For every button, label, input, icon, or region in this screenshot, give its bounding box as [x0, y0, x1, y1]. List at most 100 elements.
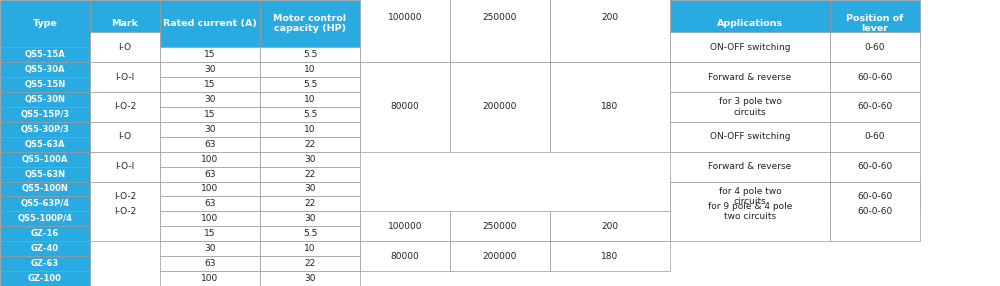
Text: I-O-2: I-O-2	[114, 102, 136, 111]
Bar	[360, 0, 450, 47]
Text: Position of
lever: Position of lever	[846, 14, 904, 33]
Bar	[0, 92, 90, 107]
Text: Applications: Applications	[717, 19, 783, 28]
Text: for 9 pole & 4 pole
two circuits: for 9 pole & 4 pole two circuits	[708, 202, 792, 221]
Bar	[260, 211, 360, 226]
Bar	[670, 0, 830, 47]
Text: 63: 63	[204, 140, 216, 149]
Text: 200: 200	[601, 222, 619, 231]
Text: Type: Type	[33, 19, 57, 28]
Text: 63: 63	[204, 199, 216, 208]
Bar	[670, 182, 830, 211]
Text: 100: 100	[201, 214, 219, 223]
Bar	[90, 152, 160, 182]
Bar	[160, 0, 260, 47]
Bar	[550, 0, 670, 47]
Text: 30: 30	[204, 65, 216, 74]
Text: 80000: 80000	[391, 102, 419, 111]
Text: I-O-I: I-O-I	[115, 73, 135, 82]
Bar	[550, 241, 670, 271]
Text: 200: 200	[601, 13, 619, 22]
Bar	[450, 62, 550, 152]
Text: QS5-15N: QS5-15N	[24, 80, 66, 89]
Bar	[450, 211, 550, 241]
Text: 80000: 80000	[391, 252, 419, 261]
Bar	[830, 32, 920, 62]
Bar	[0, 182, 90, 196]
Text: 30: 30	[204, 244, 216, 253]
Bar	[260, 122, 360, 137]
Text: 30: 30	[304, 155, 316, 164]
Bar	[0, 107, 90, 122]
Text: Motor control
capacity (HP): Motor control capacity (HP)	[273, 14, 347, 33]
Text: 60-0-60: 60-0-60	[857, 207, 893, 216]
Text: Frequency of
operation (per hr): Frequency of operation (per hr)	[562, 14, 658, 33]
Bar	[90, 182, 160, 211]
Bar	[830, 62, 920, 92]
Text: 100: 100	[201, 274, 219, 283]
Bar	[550, 62, 670, 152]
Text: for 4 pole two
circuits: for 4 pole two circuits	[719, 187, 781, 206]
Bar	[160, 271, 260, 286]
Bar	[160, 182, 260, 196]
Text: 0-60: 0-60	[865, 132, 885, 141]
Text: 15: 15	[204, 50, 216, 59]
Text: QS5-15A: QS5-15A	[25, 50, 65, 59]
Bar	[260, 107, 360, 122]
Text: GZ-40: GZ-40	[31, 244, 59, 253]
Bar	[0, 166, 90, 182]
Bar	[0, 122, 90, 137]
Bar	[160, 166, 260, 182]
Text: 100000: 100000	[388, 222, 422, 231]
Bar	[830, 92, 920, 122]
Text: 100: 100	[201, 155, 219, 164]
Bar	[0, 211, 90, 226]
Bar	[260, 196, 360, 211]
Bar	[670, 32, 830, 62]
Text: for 3 pole two
circuits: for 3 pole two circuits	[719, 97, 781, 117]
Bar	[450, 0, 550, 62]
Bar	[830, 152, 920, 182]
Text: 15: 15	[204, 229, 216, 238]
Text: QS5-30A: QS5-30A	[25, 65, 65, 74]
Bar	[0, 196, 90, 211]
Text: 5.5: 5.5	[303, 229, 317, 238]
Bar	[260, 47, 360, 62]
Text: 60-0-60: 60-0-60	[857, 162, 893, 171]
Text: 10: 10	[304, 65, 316, 74]
Text: 10: 10	[304, 125, 316, 134]
Text: 63: 63	[204, 170, 216, 178]
Bar	[670, 122, 830, 152]
Text: 60-0-60: 60-0-60	[857, 73, 893, 82]
Bar	[160, 211, 260, 226]
Bar	[360, 241, 450, 271]
Bar	[260, 77, 360, 92]
Text: ON-OFF switching: ON-OFF switching	[710, 43, 790, 52]
Text: 22: 22	[304, 199, 316, 208]
Text: 15: 15	[204, 110, 216, 119]
Bar	[90, 92, 160, 122]
Bar	[160, 152, 260, 166]
Bar	[830, 122, 920, 152]
Bar	[0, 137, 90, 152]
Bar	[90, 122, 160, 152]
Text: 200000: 200000	[483, 252, 517, 261]
Text: QS5-63A: QS5-63A	[25, 140, 65, 149]
Text: Electrical life
(times): Electrical life (times)	[370, 14, 440, 33]
Text: I-O: I-O	[118, 132, 132, 141]
Text: QS5-15P/3: QS5-15P/3	[20, 110, 70, 119]
Text: 30: 30	[304, 274, 316, 283]
Text: Mechanical life
(times): Mechanical life (times)	[460, 14, 540, 33]
Text: 180: 180	[601, 102, 619, 111]
Text: GZ-16: GZ-16	[31, 229, 59, 238]
Text: QS5-63N: QS5-63N	[24, 170, 66, 178]
Text: QS5-30N: QS5-30N	[24, 95, 66, 104]
Text: 22: 22	[304, 170, 316, 178]
Text: ON-OFF switching: ON-OFF switching	[710, 132, 790, 141]
Text: GZ-63: GZ-63	[31, 259, 59, 268]
Bar	[90, 182, 160, 241]
Bar	[260, 271, 360, 286]
Bar	[0, 271, 90, 286]
Bar	[160, 62, 260, 77]
Text: 22: 22	[304, 259, 316, 268]
